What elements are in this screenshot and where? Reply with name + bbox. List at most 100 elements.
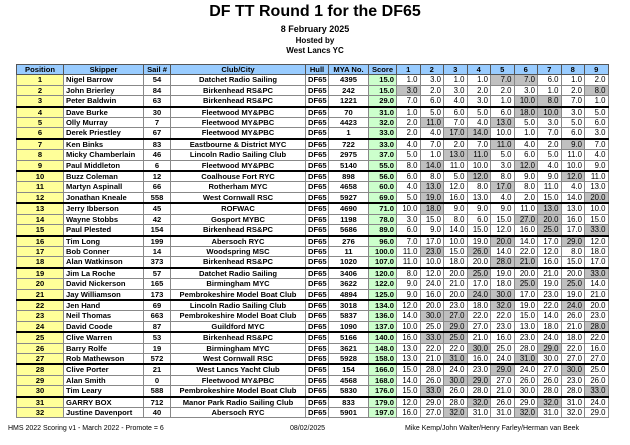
race-score: 16.0 — [443, 191, 468, 204]
race-score: 12.0 — [396, 395, 421, 408]
race-score: 8.0 — [419, 170, 444, 183]
race-score: 2.0 — [537, 137, 562, 151]
position-cell: 9 — [16, 159, 64, 172]
club-cell: Birmingham MYC — [170, 278, 306, 290]
table-row: 7 Ken Binks 83 Eastbourne & District MYC DF6… — [16, 137, 609, 151]
club-cell: Woodspring MSC — [170, 245, 306, 258]
race-score: 24.0 — [584, 395, 609, 408]
position-cell: 22 — [16, 298, 64, 312]
position-cell: 10 — [16, 170, 64, 183]
position-cell: 30 — [16, 385, 64, 398]
race-score: 6.0 — [396, 224, 421, 236]
skipper-cell: Tim Leary — [63, 385, 144, 398]
race-score: 26.0 — [419, 374, 444, 387]
race-score-discarded: 27.0 — [513, 213, 538, 226]
score-cell: 15.0 — [368, 84, 397, 97]
skipper-cell: Barry Rolfe — [63, 342, 144, 354]
club-cell: Pembrokeshire Model Boat Club — [170, 288, 306, 301]
race-score: 26.0 — [584, 374, 609, 387]
race-score: 7.0 — [466, 137, 491, 151]
race-score: 28.0 — [537, 385, 562, 398]
race-score: 10.0 — [419, 256, 444, 269]
hull-cell: DF65 — [305, 331, 329, 344]
sail-number-cell: 63 — [143, 95, 171, 108]
race-score: 7.0 — [443, 117, 468, 129]
position-cell: 32 — [16, 406, 64, 419]
race-score: 4.0 — [443, 95, 468, 108]
sail-number-cell: 199 — [143, 234, 171, 247]
mya-number-cell: 833 — [328, 395, 369, 408]
race-score: 15.0 — [490, 213, 515, 226]
club-cell: Fleetwood MY&PBC — [170, 117, 306, 129]
column-header: Skipper — [63, 63, 144, 76]
club-cell: Birkenhead RS&PC — [170, 95, 306, 108]
race-score: 32.0 — [560, 406, 585, 419]
race-score: 29.0 — [419, 395, 444, 408]
position-cell: 4 — [16, 105, 64, 119]
race-score: 9.0 — [584, 159, 609, 172]
skipper-cell: Tim Long — [63, 234, 144, 247]
hull-cell: DF65 — [305, 95, 329, 108]
skipper-cell: Derek Priestley — [63, 127, 144, 140]
race-score: 13.0 — [466, 191, 491, 204]
race-score: 7.0 — [396, 95, 421, 108]
race-score: 10.0 — [396, 202, 421, 215]
mya-number-cell: 5686 — [328, 224, 369, 236]
race-score-discarded: 30.0 — [490, 288, 515, 301]
skipper-cell: Dave Burke — [63, 105, 144, 119]
score-cell: 60.0 — [368, 181, 397, 193]
race-score: 15.0 — [584, 213, 609, 226]
skipper-cell: Alan Watkinson — [63, 256, 144, 269]
club-cell: Gosport MYBC — [170, 213, 306, 226]
race-score: 12.0 — [584, 234, 609, 247]
race-score: 31.0 — [537, 406, 562, 419]
race-score: 6.0 — [537, 74, 562, 86]
race-score: 21.0 — [537, 266, 562, 280]
race-score-discarded: 13.0 — [537, 202, 562, 215]
table-row: 28 Clive Porter 21 West Lancs Yacht Club DF6… — [16, 363, 609, 376]
race-score: 2.0 — [513, 191, 538, 204]
sail-number-cell: 54 — [143, 74, 171, 86]
skipper-cell: Rob Mathewson — [63, 352, 144, 365]
race-score: 7.0 — [419, 137, 444, 151]
race-score: 1.0 — [396, 74, 421, 86]
score-cell: 78.0 — [368, 213, 397, 226]
club-cell: Lincoln Radio Sailing Club — [170, 298, 306, 312]
race-score: 9.0 — [396, 288, 421, 301]
race-score: 5.0 — [490, 149, 515, 161]
mya-number-cell: 5140 — [328, 159, 369, 172]
race-score: 10.0 — [490, 127, 515, 140]
race-score: 17.0 — [513, 288, 538, 301]
table-row: 26 Barry Rolfe 19 Birmingham MYC DF65 3621 148… — [16, 342, 609, 354]
skipper-cell: Ken Binks — [63, 137, 144, 151]
race-score-discarded: 18.0 — [419, 202, 444, 215]
race-score: 11.0 — [396, 245, 421, 258]
club-cell: West Cornwall RSC — [170, 191, 306, 204]
race-score: 26.0 — [443, 385, 468, 398]
race-score: 16.0 — [396, 331, 421, 344]
race-score-discarded: 12.0 — [466, 170, 491, 183]
race-score: 1.0 — [490, 95, 515, 108]
race-score: 22.0 — [513, 245, 538, 258]
race-score: 10.0 — [396, 320, 421, 333]
hull-cell: DF65 — [305, 105, 329, 119]
race-score: 9.0 — [466, 202, 491, 215]
hull-cell: DF65 — [305, 127, 329, 140]
table-row: 1 Nigel Barrow 54 Datchet Radio Sailing DF65… — [16, 74, 609, 86]
race-score: 13.0 — [560, 202, 585, 215]
race-score-discarded: 25.0 — [513, 278, 538, 290]
club-cell: Datchet Radio Sailing — [170, 266, 306, 280]
race-score-discarded: 24.0 — [560, 298, 585, 312]
race-score: 27.0 — [419, 406, 444, 419]
hull-cell: DF65 — [305, 310, 329, 322]
position-cell: 7 — [16, 137, 64, 151]
race-score-discarded: 29.0 — [537, 342, 562, 354]
race-score-discarded: 17.0 — [490, 181, 515, 193]
position-cell: 2 — [16, 84, 64, 97]
table-row: 27 Rob Mathewson 572 West Cornwall RSC DF65 5… — [16, 352, 609, 365]
sail-number-cell: 69 — [143, 298, 171, 312]
skipper-cell: Nigel Barrow — [63, 74, 144, 86]
skipper-cell: Clive Warren — [63, 331, 144, 344]
hull-cell: DF65 — [305, 170, 329, 183]
race-score-discarded: 32.0 — [490, 298, 515, 312]
